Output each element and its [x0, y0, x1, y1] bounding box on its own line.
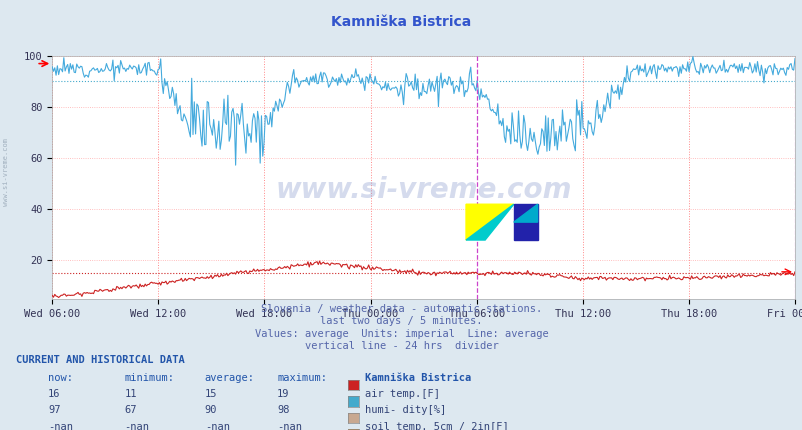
Text: 98: 98 — [277, 405, 290, 415]
Text: -nan: -nan — [124, 422, 149, 430]
Text: vertical line - 24 hrs  divider: vertical line - 24 hrs divider — [304, 341, 498, 350]
Text: Slovenia / weather data - automatic stations.: Slovenia / weather data - automatic stat… — [261, 304, 541, 314]
Text: last two days / 5 minutes.: last two days / 5 minutes. — [320, 316, 482, 326]
Text: 16: 16 — [48, 389, 61, 399]
Text: Kamniška Bistrica: Kamniška Bistrica — [365, 373, 471, 383]
Text: 90: 90 — [205, 405, 217, 415]
Text: -nan: -nan — [48, 422, 73, 430]
Text: 19: 19 — [277, 389, 290, 399]
Text: 11: 11 — [124, 389, 137, 399]
Text: air temp.[F]: air temp.[F] — [365, 389, 439, 399]
Text: Kamniška Bistrica: Kamniška Bistrica — [331, 15, 471, 29]
Text: 67: 67 — [124, 405, 137, 415]
Text: now:: now: — [48, 373, 73, 383]
Polygon shape — [513, 204, 537, 222]
Text: www.si-vreme.com: www.si-vreme.com — [3, 138, 10, 206]
Text: www.si-vreme.com: www.si-vreme.com — [275, 175, 571, 203]
Polygon shape — [465, 204, 513, 240]
Text: minimum:: minimum: — [124, 373, 174, 383]
Text: maximum:: maximum: — [277, 373, 326, 383]
Text: 97: 97 — [48, 405, 61, 415]
Text: humi- dity[%]: humi- dity[%] — [365, 405, 446, 415]
Text: -nan: -nan — [277, 422, 302, 430]
Text: -nan: -nan — [205, 422, 229, 430]
Text: average:: average: — [205, 373, 254, 383]
Text: CURRENT AND HISTORICAL DATA: CURRENT AND HISTORICAL DATA — [16, 355, 184, 365]
Text: soil temp. 5cm / 2in[F]: soil temp. 5cm / 2in[F] — [365, 422, 508, 430]
Polygon shape — [465, 204, 513, 240]
Text: Values: average  Units: imperial  Line: average: Values: average Units: imperial Line: av… — [254, 329, 548, 338]
Polygon shape — [513, 204, 537, 240]
Text: 15: 15 — [205, 389, 217, 399]
